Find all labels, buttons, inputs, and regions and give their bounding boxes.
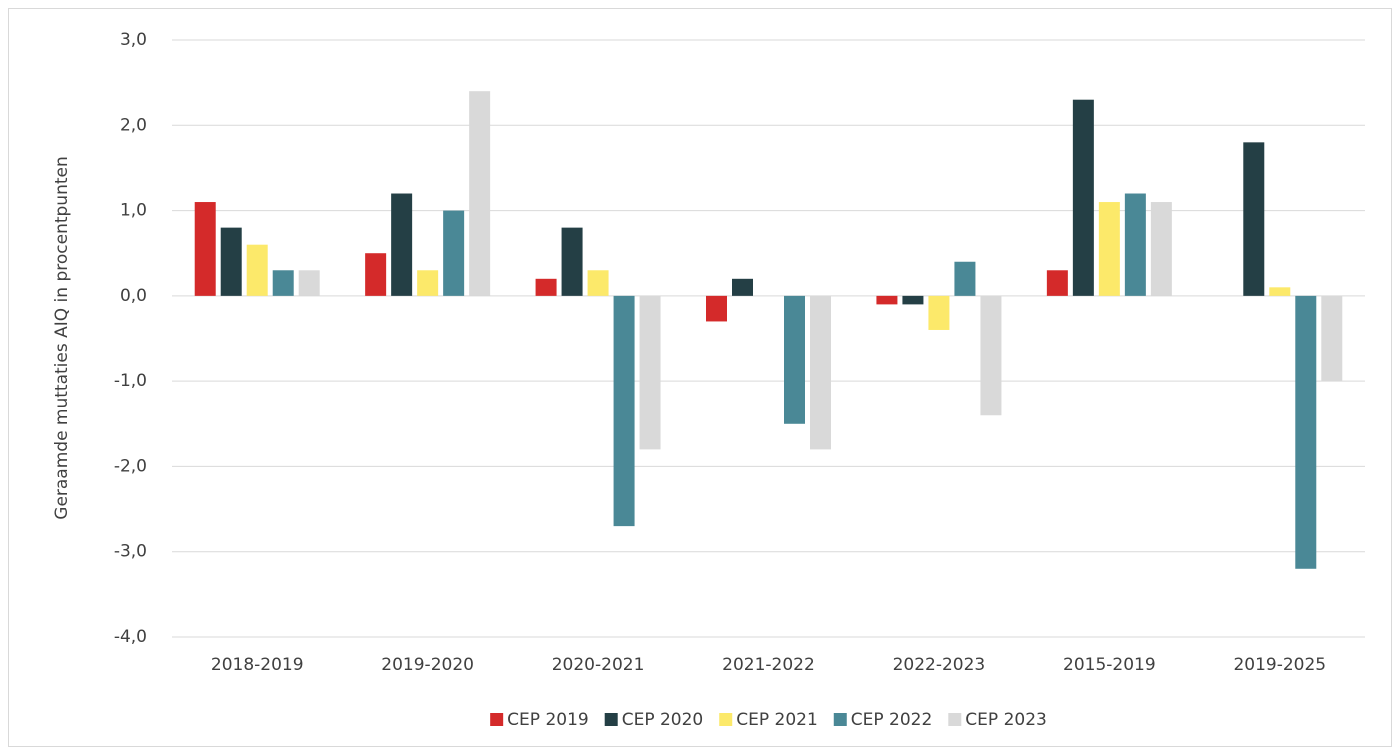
bar: [639, 295, 661, 450]
bar: [272, 270, 294, 296]
bar: [561, 227, 583, 296]
bar: [1295, 295, 1317, 569]
bar: [732, 278, 753, 296]
x-tick-label: 2020-2021: [552, 655, 645, 675]
y-tick-label: -4,0: [114, 627, 147, 647]
bar: [954, 261, 976, 296]
legend-swatch: [490, 713, 504, 726]
bar: [391, 193, 413, 296]
bar: [469, 91, 491, 296]
legend-swatch: [719, 713, 733, 726]
bar: [1098, 202, 1120, 296]
bar: [246, 244, 268, 296]
y-tick-label: -3,0: [114, 542, 147, 562]
legend-swatch: [604, 713, 618, 726]
bar: [613, 295, 635, 527]
legend-label: CEP 2020: [622, 710, 704, 730]
bar: [417, 270, 439, 296]
bar: [706, 295, 727, 322]
bar: [365, 253, 387, 296]
x-tick-label: 2021-2022: [722, 655, 815, 675]
bar: [1150, 202, 1172, 296]
bar: [810, 295, 831, 450]
x-tick-label: 2022-2023: [893, 655, 986, 675]
bar: [876, 295, 898, 305]
legend-label: CEP 2022: [851, 710, 933, 730]
y-tick-label: -2,0: [114, 456, 147, 476]
bar: [220, 227, 242, 296]
bar: [298, 270, 320, 296]
y-tick-label: 1,0: [120, 201, 147, 221]
legend-swatch: [948, 713, 962, 726]
x-tick-label: 2019-2025: [1233, 655, 1326, 675]
y-tick-label: 3,0: [120, 30, 147, 50]
legend-label: CEP 2023: [965, 710, 1047, 730]
x-tick-label: 2018-2019: [211, 655, 304, 675]
bar: [1243, 142, 1265, 296]
bar: [587, 270, 609, 296]
y-tick-label: 2,0: [120, 115, 147, 135]
bar: [1321, 295, 1343, 382]
legend-label: CEP 2019: [507, 710, 589, 730]
chart-border: [8, 8, 1392, 747]
bar: [980, 295, 1002, 416]
bar: [1046, 270, 1068, 296]
x-tick-label: 2015-2019: [1063, 655, 1156, 675]
x-tick-label: 2019-2020: [381, 655, 474, 675]
bar: [535, 278, 557, 296]
bar: [1072, 99, 1094, 296]
bar: [928, 295, 950, 330]
bar: [1269, 287, 1291, 296]
bar: [1124, 193, 1146, 296]
legend-label: CEP 2021: [736, 710, 818, 730]
bar: [902, 295, 924, 305]
y-tick-label: 0,0: [120, 286, 147, 306]
y-tick-label: -1,0: [114, 371, 147, 391]
bar: [443, 210, 465, 296]
legend-swatch: [833, 713, 847, 726]
y-axis-label: Geraamde muttaties AIQ in procentpunten: [52, 156, 72, 519]
bar: [194, 202, 216, 296]
bar: [784, 295, 805, 424]
